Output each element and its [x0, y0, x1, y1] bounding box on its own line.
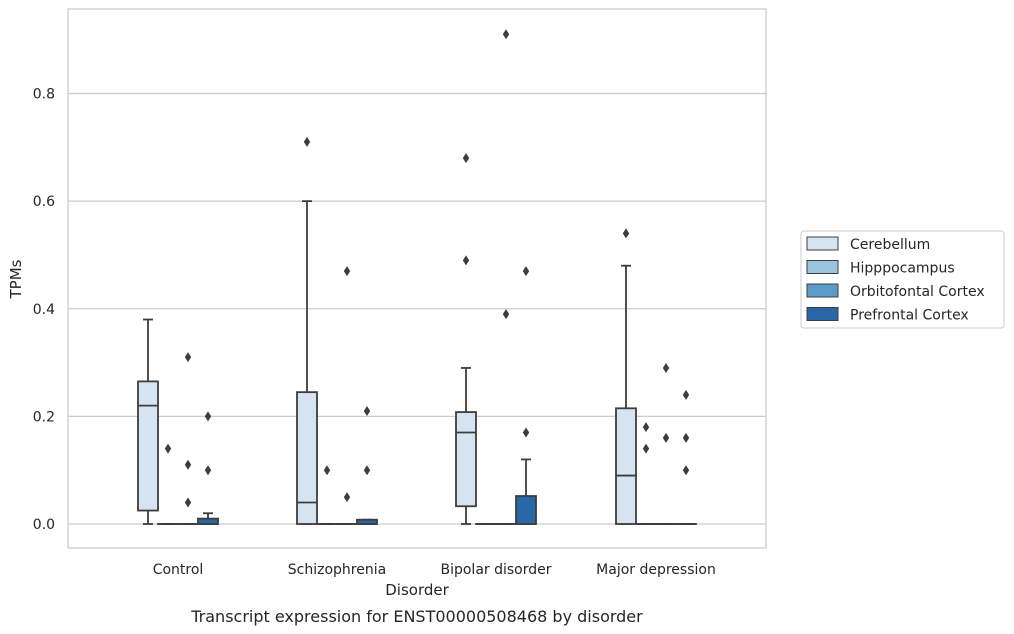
outlier-point — [204, 465, 212, 476]
outlier-point — [682, 432, 690, 443]
legend-swatch — [806, 283, 839, 298]
outlier-point — [682, 465, 690, 476]
legend-swatch — [806, 307, 839, 321]
x-tick-label: Schizophrenia — [288, 562, 386, 578]
box-group — [197, 411, 219, 525]
x-tick-label: Major depression — [596, 562, 716, 578]
box-group — [635, 422, 657, 525]
box-group — [455, 153, 477, 525]
legend-swatch — [806, 236, 839, 251]
outlier-point — [363, 465, 371, 476]
outlier-point — [662, 432, 670, 443]
legend: Cerebellum Hipppocampus Orbitofontal Corte… — [800, 230, 1005, 329]
outlier-point — [184, 352, 192, 363]
plot-area-frame — [67, 8, 767, 549]
x-axis-title: Disorder — [385, 581, 449, 599]
legend-swatch — [806, 260, 839, 274]
outlier-point — [164, 443, 172, 454]
outlier-point — [204, 411, 212, 422]
figure-caption: Transcript expression for ENST0000050846… — [190, 607, 643, 626]
box-group — [495, 29, 517, 525]
box-group — [137, 318, 159, 525]
box — [137, 380, 159, 512]
y-tick-label: 0.4 — [33, 302, 55, 318]
outlier-point — [363, 405, 371, 416]
y-axis-ticks: 0.0 0.2 0.4 0.6 0.8 — [33, 87, 55, 534]
outlier-point — [622, 228, 630, 239]
box — [455, 411, 477, 508]
legend-frame — [800, 230, 1005, 329]
outlier-point — [184, 459, 192, 470]
outlier-point — [323, 465, 331, 476]
box — [515, 495, 537, 525]
x-tick-label: Bipolar disorder — [440, 562, 551, 578]
x-axis-ticks: Control Schizophrenia Bipolar disorder Majo… — [153, 562, 716, 578]
x-tick-label: Control — [153, 562, 204, 578]
box-group — [177, 352, 199, 525]
outlier-point — [682, 389, 690, 400]
box-group — [515, 266, 537, 525]
outlier-point — [662, 362, 670, 373]
box-group — [655, 362, 677, 525]
outlier-point — [502, 309, 510, 320]
y-tick-label: 0.0 — [33, 517, 55, 533]
box-plot-marks — [137, 29, 697, 525]
legend-label: Cerebellum — [850, 237, 930, 253]
outlier-point — [184, 497, 192, 508]
box-group — [356, 405, 378, 525]
outlier-point — [502, 29, 510, 40]
gridlines — [68, 92, 766, 525]
y-axis-title: TPMs — [7, 259, 25, 299]
box-group — [615, 228, 637, 525]
outlier-point — [343, 266, 351, 277]
outlier-point — [522, 427, 530, 438]
outlier-point — [462, 153, 470, 164]
box — [296, 391, 318, 525]
outlier-point — [522, 266, 530, 277]
box-group — [336, 266, 358, 525]
box-group — [296, 136, 318, 525]
outlier-point — [462, 255, 470, 266]
box-group — [157, 443, 179, 525]
y-tick-label: 0.6 — [33, 194, 55, 210]
legend-label: Hipppocampus — [850, 261, 955, 277]
y-tick-label: 0.8 — [33, 87, 55, 103]
outlier-point — [642, 422, 650, 433]
y-tick-label: 0.2 — [33, 409, 55, 425]
outlier-point — [343, 492, 351, 503]
outlier-point — [303, 136, 311, 147]
box-group — [316, 465, 338, 525]
legend-label: Prefrontal Cortex — [850, 308, 969, 324]
box — [615, 407, 637, 525]
box-group — [675, 389, 697, 525]
outlier-point — [642, 443, 650, 454]
legend-label: Orbitofontal Cortex — [850, 284, 985, 300]
